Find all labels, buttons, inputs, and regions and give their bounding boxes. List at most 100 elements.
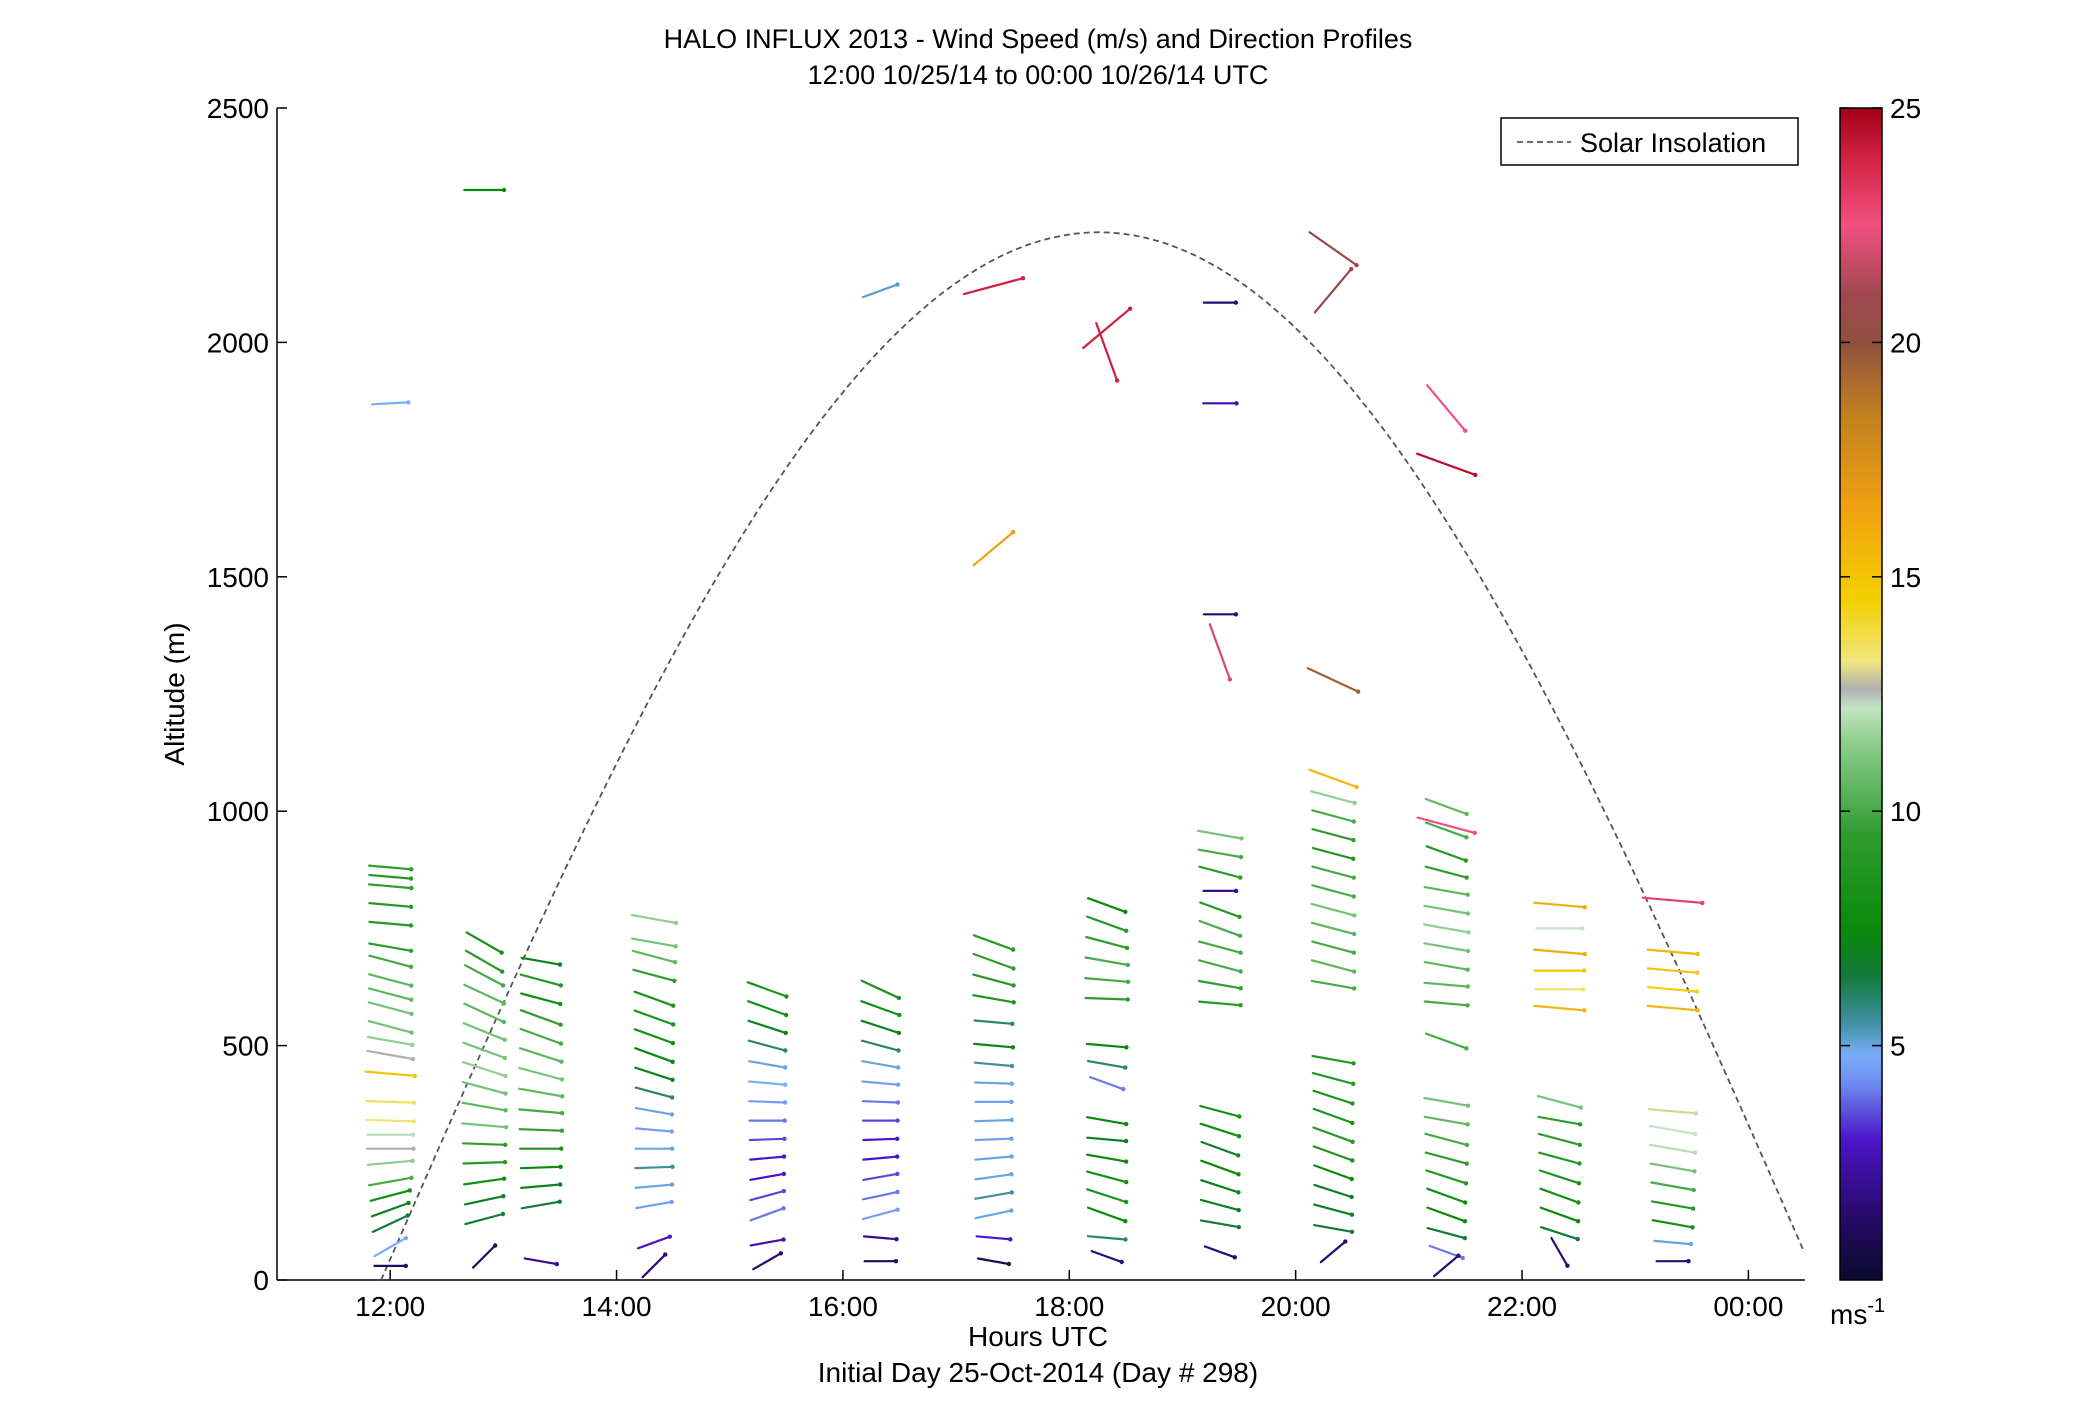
wind-barb: [972, 530, 1015, 567]
wind-barb-head: [409, 1011, 414, 1016]
wind-barb: [862, 1155, 899, 1161]
x-axis-sublabel: Initial Day 25-Oct-2014 (Day # 298): [818, 1357, 1258, 1388]
colorbar-tick-label-5: 5: [1890, 1031, 1906, 1062]
wind-barb: [1423, 981, 1470, 988]
wind-barb-head: [1576, 1181, 1582, 1186]
wind-barb-head: [1350, 1139, 1355, 1145]
wind-barb: [520, 1200, 561, 1210]
wind-barb-head: [1465, 967, 1470, 972]
wind-barb: [1651, 1219, 1694, 1229]
wind-barb: [370, 1201, 410, 1218]
wind-barb: [1086, 1136, 1128, 1143]
wind-barb-head: [406, 400, 411, 405]
wind-barb: [371, 401, 410, 406]
wind-barb-head: [503, 1091, 508, 1096]
wind-barb-head: [558, 1041, 564, 1046]
wind-barb-head: [1123, 1065, 1128, 1070]
wind-barb: [861, 1060, 900, 1069]
wind-barb: [365, 1118, 415, 1123]
wind-barb: [1312, 1203, 1354, 1216]
wind-barb-head: [1008, 1237, 1013, 1242]
x-tick-label-24: 00:00: [1713, 1291, 1783, 1322]
wind-barb-head: [1123, 909, 1128, 914]
wind-barb-head: [1465, 948, 1471, 954]
wind-barb: [1084, 976, 1130, 983]
wind-barb: [962, 277, 1025, 296]
wind-barb: [1199, 1104, 1241, 1118]
wind-barb: [634, 1183, 674, 1189]
wind-barb: [746, 1000, 788, 1017]
wind-barb-head: [403, 1235, 409, 1241]
wind-barb: [1084, 996, 1129, 1001]
wind-barb: [1550, 1236, 1569, 1267]
wind-barb: [860, 1019, 901, 1035]
wind-barb: [1424, 1151, 1468, 1165]
wind-barb: [1086, 897, 1127, 913]
wind-barb: [1085, 1153, 1128, 1163]
wind-barb: [367, 1176, 413, 1187]
wind-barb: [461, 1101, 507, 1112]
wind-barb-head: [1351, 1081, 1356, 1087]
wind-barb: [1533, 1004, 1586, 1012]
wind-barb: [1424, 821, 1468, 839]
wind-barb: [749, 1172, 785, 1181]
wind-barb-head: [1011, 983, 1016, 988]
wind-barb: [641, 1253, 667, 1279]
wind-barb: [1424, 1132, 1469, 1147]
wind-barb-head: [559, 1110, 565, 1116]
wind-barb: [1310, 959, 1356, 973]
wind-barb-head: [1236, 1153, 1241, 1158]
wind-barb: [1090, 1249, 1123, 1264]
wind-barb: [1197, 1000, 1242, 1007]
wind-barb-head: [501, 1194, 506, 1199]
wind-barb-head: [1463, 858, 1469, 863]
solar-insolation-line: [380, 231, 1806, 1281]
wind-barb-head: [558, 1182, 563, 1187]
wind-barb: [1311, 1054, 1355, 1065]
wind-barb-head: [1124, 1121, 1129, 1127]
wind-barb-head: [1351, 969, 1357, 974]
wind-barb: [366, 1159, 414, 1166]
wind-barb: [749, 1238, 785, 1247]
wind-barb: [368, 920, 413, 927]
wind-barb-head: [1236, 1172, 1241, 1177]
wind-barb-head: [896, 1048, 901, 1053]
wind-barb-head: [1238, 950, 1243, 955]
wind-barb-head: [1464, 875, 1469, 880]
wind-barb-head: [1575, 1219, 1581, 1224]
wind-barb: [1085, 1116, 1128, 1126]
wind-barb: [1311, 809, 1355, 823]
wind-barb: [1426, 1187, 1467, 1204]
wind-barb: [520, 956, 562, 966]
wind-barb-head: [1693, 1131, 1698, 1137]
wind-barb: [1424, 797, 1468, 816]
wind-barb: [1539, 1187, 1580, 1204]
wind-barb-head: [1020, 276, 1026, 281]
wind-barb: [1313, 268, 1353, 314]
wind-barb: [1208, 623, 1232, 681]
wind-barb: [1539, 1226, 1579, 1241]
wind-barb: [520, 992, 562, 1006]
wind-barb-head: [895, 1082, 901, 1087]
wind-barb-head: [1464, 835, 1469, 840]
wind-barb-head: [1238, 969, 1243, 974]
wind-barb: [634, 1165, 674, 1170]
wind-barb-head: [409, 983, 414, 988]
wind-barb: [974, 1137, 1013, 1142]
wind-barb: [1310, 921, 1356, 936]
wind-barb-head: [1238, 854, 1244, 860]
wind-barb: [368, 901, 413, 908]
wind-barb-head: [1010, 1045, 1016, 1050]
wind-barb: [634, 1106, 674, 1116]
wind-barb: [1085, 1170, 1128, 1184]
wind-barb-head: [1125, 979, 1131, 984]
wind-barb-head: [671, 1003, 676, 1008]
wind-barb: [752, 1252, 783, 1271]
wind-barb-head: [1351, 931, 1357, 937]
wind-barb-head: [897, 1012, 902, 1018]
wind-barb-head: [410, 1042, 415, 1048]
wind-barb: [1424, 1032, 1468, 1050]
wind-barb-head: [502, 1159, 508, 1165]
legend-entry-solar-insolation: Solar Insolation: [1580, 128, 1766, 158]
wind-barb-head: [560, 1094, 565, 1099]
